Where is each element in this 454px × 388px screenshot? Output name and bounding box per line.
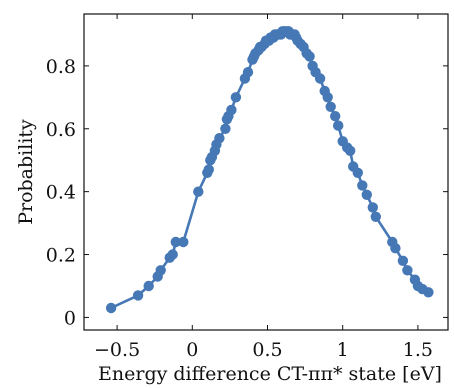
y-tick-label: 0 xyxy=(64,307,76,329)
data-point xyxy=(155,265,166,276)
data-point xyxy=(357,180,368,191)
plot-frame xyxy=(83,13,449,331)
data-point xyxy=(203,164,214,175)
data-point xyxy=(352,167,363,178)
data-point xyxy=(370,211,381,222)
series-layer xyxy=(105,26,434,314)
data-point xyxy=(214,133,225,144)
x-axis-ticks: −0.5 0 0.5 1 1.5 xyxy=(94,14,433,361)
data-point xyxy=(170,236,181,248)
y-axis-ticks: 0 0.2 0.4 0.6 0.8 xyxy=(46,56,448,329)
x-axis-label: Energy difference CT-ππ* state [eV] xyxy=(98,363,442,385)
data-point xyxy=(345,145,356,156)
data-point xyxy=(325,101,336,113)
data-point xyxy=(178,236,189,248)
data-point xyxy=(314,73,326,84)
data-point xyxy=(226,104,237,116)
data-point xyxy=(242,67,254,78)
y-tick-label: 0.2 xyxy=(46,245,76,267)
data-point xyxy=(322,92,333,103)
x-tick-label: 0 xyxy=(186,339,198,361)
data-point xyxy=(367,202,378,213)
data-point xyxy=(390,243,401,254)
data-point xyxy=(193,186,204,197)
x-tick-label: −0.5 xyxy=(94,339,140,361)
data-point xyxy=(423,287,434,298)
data-point xyxy=(105,302,117,314)
x-tick-label: 1.5 xyxy=(403,339,433,361)
data-point xyxy=(220,123,231,134)
y-tick-label: 0.8 xyxy=(46,56,76,78)
data-point xyxy=(333,120,344,131)
y-axis-label: Probability xyxy=(15,119,37,225)
x-tick-label: 0.5 xyxy=(252,339,282,361)
data-point xyxy=(304,51,315,62)
data-point xyxy=(330,111,341,122)
y-tick-label: 0.6 xyxy=(46,119,76,141)
y-tick-label: 0.4 xyxy=(46,182,76,204)
data-point xyxy=(143,280,154,292)
data-point xyxy=(167,249,178,260)
data-point xyxy=(402,265,413,276)
x-tick-label: 1 xyxy=(337,339,349,361)
data-point xyxy=(132,290,144,301)
data-point xyxy=(361,189,372,200)
data-point xyxy=(230,92,242,103)
data-point xyxy=(397,255,409,266)
